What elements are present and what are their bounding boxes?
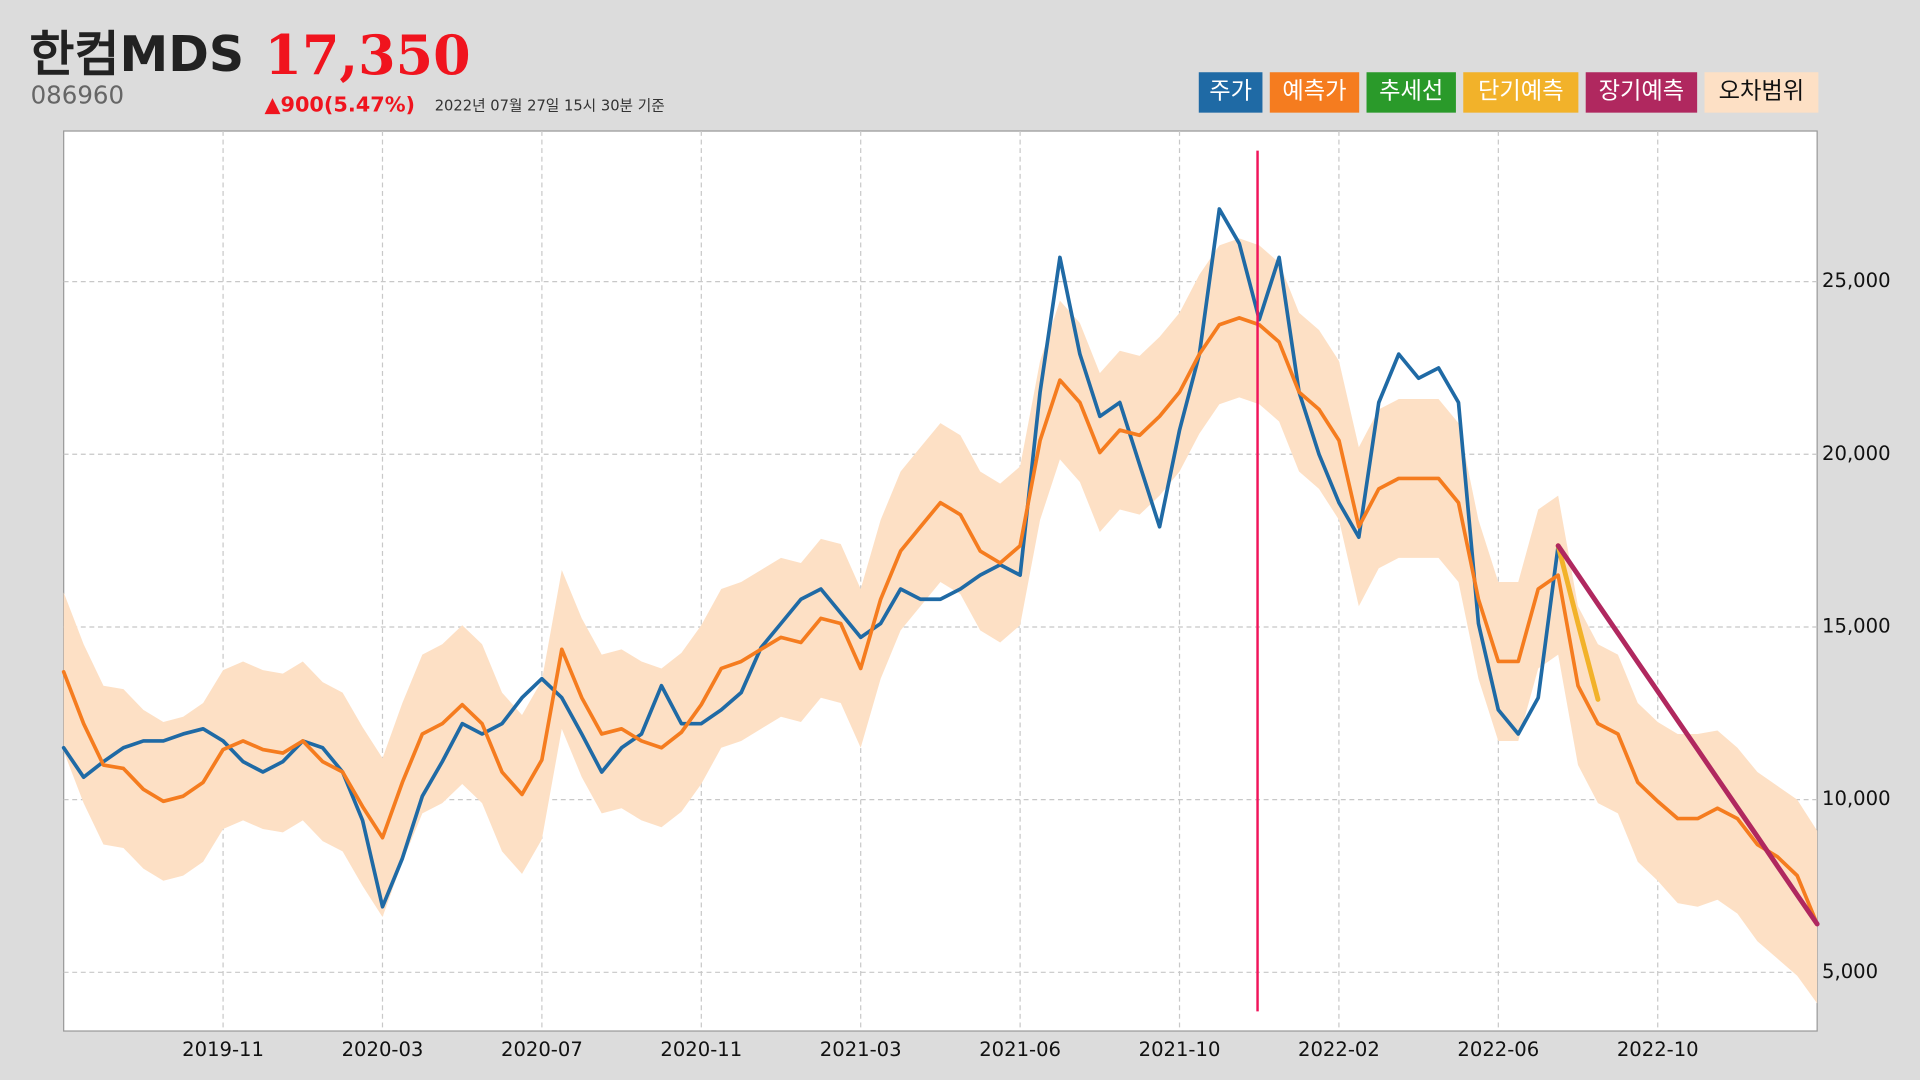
series-line [1555, 543, 1820, 927]
series-line [61, 316, 1819, 926]
y-tick-label: 10,000 [1822, 787, 1891, 810]
legend-label: 주가 [1209, 77, 1252, 104]
error-band [63, 238, 1818, 1004]
legend-label: 예측가 [1282, 77, 1346, 104]
legend-swatch [1585, 72, 1698, 113]
y-tick-label: 5,000 [1822, 960, 1878, 983]
legend-label: 오차범위 [1719, 77, 1805, 104]
x-tick-label: 2020-07 [501, 1038, 583, 1061]
x-tick-label: 2022-10 [1617, 1038, 1699, 1061]
series-line [61, 207, 1560, 909]
y-tick-label: 20,000 [1822, 442, 1891, 465]
x-tick-label: 2020-03 [342, 1038, 424, 1061]
legend-swatch [1463, 72, 1579, 113]
legend-swatch [1366, 72, 1456, 113]
x-tick-label: 2020-11 [660, 1038, 742, 1061]
legend-swatch [1704, 72, 1819, 113]
y-tick-label: 15,000 [1822, 614, 1891, 637]
stock-name: 한컴MDS [29, 26, 244, 83]
x-tick-label: 2021-10 [1139, 1038, 1221, 1061]
stock-price: 17,350 [264, 23, 470, 87]
x-tick-label: 2021-03 [820, 1038, 902, 1061]
timestamp: 2022년 07월 27일 15시 30분 기준 [435, 98, 665, 115]
x-tick-label: 2022-06 [1457, 1038, 1539, 1061]
stock-code: 086960 [31, 81, 124, 110]
legend-label: 장기예측 [1599, 77, 1685, 104]
x-tick-label: 2021-06 [979, 1038, 1061, 1061]
legend-swatch [1198, 72, 1263, 113]
y-tick-label: 25,000 [1822, 269, 1891, 292]
legend-swatch [1269, 72, 1360, 113]
x-tick-label: 2022-02 [1298, 1038, 1380, 1061]
legend-label: 추세선 [1379, 77, 1443, 104]
legend-label: 단기예측 [1478, 77, 1564, 104]
price-change: ▲900(5.47%) [264, 92, 415, 116]
series-line [1555, 543, 1601, 702]
x-tick-label: 2019-11 [182, 1038, 264, 1061]
